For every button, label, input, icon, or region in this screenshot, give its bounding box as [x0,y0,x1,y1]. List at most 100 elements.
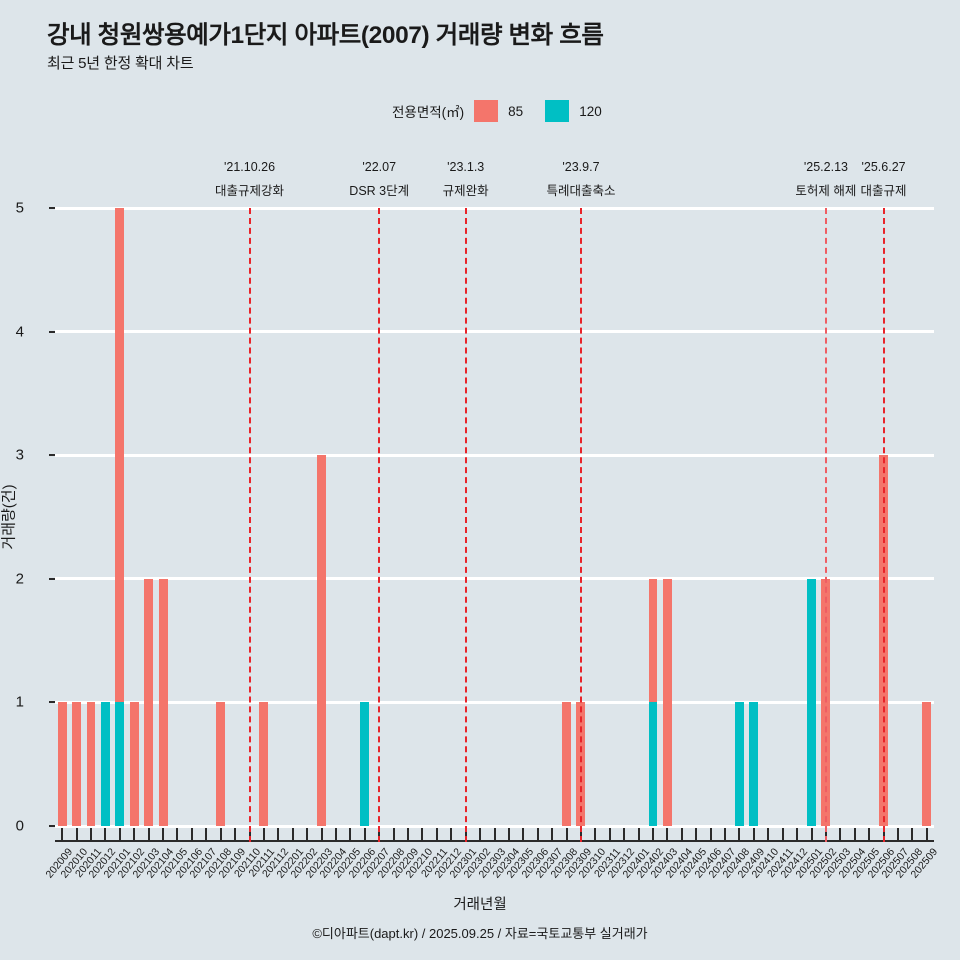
event-date-202502: '25.2.13 [803,160,848,174]
x-tick-mark [90,828,93,840]
gridline [55,700,934,704]
x-tick-mark [349,828,352,840]
y-tick-label: 2 [15,570,24,588]
x-tick-mark [118,828,121,840]
x-tick-mark [724,828,727,840]
x-tick-mark [219,828,222,840]
x-tick-mark [767,828,770,840]
event-line-202502 [824,208,827,842]
event-date-202309: '23.9.7 [562,160,600,174]
y-axis-title-wrap: 거래량(건) [1,208,34,826]
x-tick-mark [306,828,309,840]
event-name-202207: DSR 3단계 [349,184,410,198]
event-line-202301 [464,208,467,842]
y-tick-label: 4 [15,323,24,341]
legend-title: 전용면적(㎡) [392,105,465,120]
chart-subtitle: 최근 5년 한정 확대 차트 [47,55,194,72]
bar-85-202103 [144,578,154,826]
event-date-202207: '22.07 [362,160,397,174]
x-tick-mark [810,828,813,840]
x-tick-mark [911,828,914,840]
legend-swatch-85 [474,100,499,122]
bar-120-202501 [807,578,816,826]
x-tick-mark [551,828,554,840]
x-tick-mark [493,828,496,840]
x-tick-mark [695,828,698,840]
y-tick-label: 5 [15,199,24,217]
x-tick-mark [147,828,150,840]
x-tick-mark [839,828,842,840]
x-tick-mark [75,828,78,840]
x-tick-mark [176,828,179,840]
x-tick-mark [61,828,64,840]
bar-120-202402 [648,702,658,826]
bar-85-202509 [922,702,932,826]
legend-swatch-120 [545,100,570,122]
bar-120-202206 [360,702,370,826]
y-tick-mark [49,825,55,827]
x-tick-mark [435,828,438,840]
event-line-202207 [378,208,381,842]
x-tick-mark [205,828,208,840]
event-line-202309 [579,208,582,842]
event-date-202301: '23.1.3 [447,160,485,174]
x-axis-line [55,840,934,842]
legend-label-120: 120 [579,103,602,119]
x-tick-mark [277,828,280,840]
x-tick-mark [291,828,294,840]
x-tick-mark [652,828,654,840]
event-line-202110 [248,208,251,842]
gridline [55,330,934,334]
x-tick-mark [666,828,669,840]
bar-85-202101 [115,208,125,826]
y-tick-label: 3 [15,446,24,464]
x-tick-mark [104,828,107,840]
event-name-202506: 대출규제 [860,184,907,198]
x-tick-mark [234,828,237,840]
bar-85-202010 [72,702,82,826]
x-tick-mark [133,828,136,840]
y-tick-label: 1 [15,693,24,711]
footer-credit: ©디아파트(dapt.kr) / 2025.09.25 / 자료=국토교통부 실… [312,926,648,941]
bar-85-202108 [216,702,226,826]
event-name-202502: 토허제 해제 [795,184,857,198]
x-tick-mark [320,828,323,840]
x-tick-mark [479,828,482,840]
x-tick-mark [752,828,755,840]
x-tick-mark [565,828,568,840]
bar-120-202101 [115,702,125,826]
event-date-202110: '21.10.26 [224,160,276,174]
bar-120-202408 [735,702,744,826]
y-tick-mark [49,207,55,209]
x-tick-mark [421,828,424,840]
x-tick-mark [925,828,928,840]
event-name-202309: 특례대출축소 [546,184,616,198]
bar-85-202102 [129,702,139,826]
x-tick-mark [507,828,510,840]
gridline [55,824,934,828]
page-title: 강내 청원쌍용예가1단지 아파트(2007) 거래량 변화 흐름 [47,22,604,49]
x-tick-mark [623,828,626,840]
x-tick-mark [392,828,395,840]
y-tick-mark [49,454,55,457]
x-tick-mark [868,828,871,840]
x-tick-mark [334,828,337,840]
event-date-202506: '25.6.27 [861,160,906,174]
bar-85-202011 [86,702,96,826]
gridline [55,577,934,581]
x-axis-title: 거래년월 [453,897,507,913]
x-tick-mark [709,828,712,840]
bar-85-202308 [562,702,571,826]
x-tick-mark [608,828,611,840]
bar-85-202009 [57,702,67,826]
bar-85-202203 [317,455,327,826]
plot-area [55,206,934,828]
x-tick-mark [190,828,193,840]
event-name-202110: 대출규제강화 [215,184,285,198]
y-tick-mark [49,330,55,333]
x-tick-mark [536,828,539,840]
x-tick-mark [637,828,640,840]
event-name-202301: 규제완화 [442,184,489,198]
x-tick-mark [796,828,799,840]
